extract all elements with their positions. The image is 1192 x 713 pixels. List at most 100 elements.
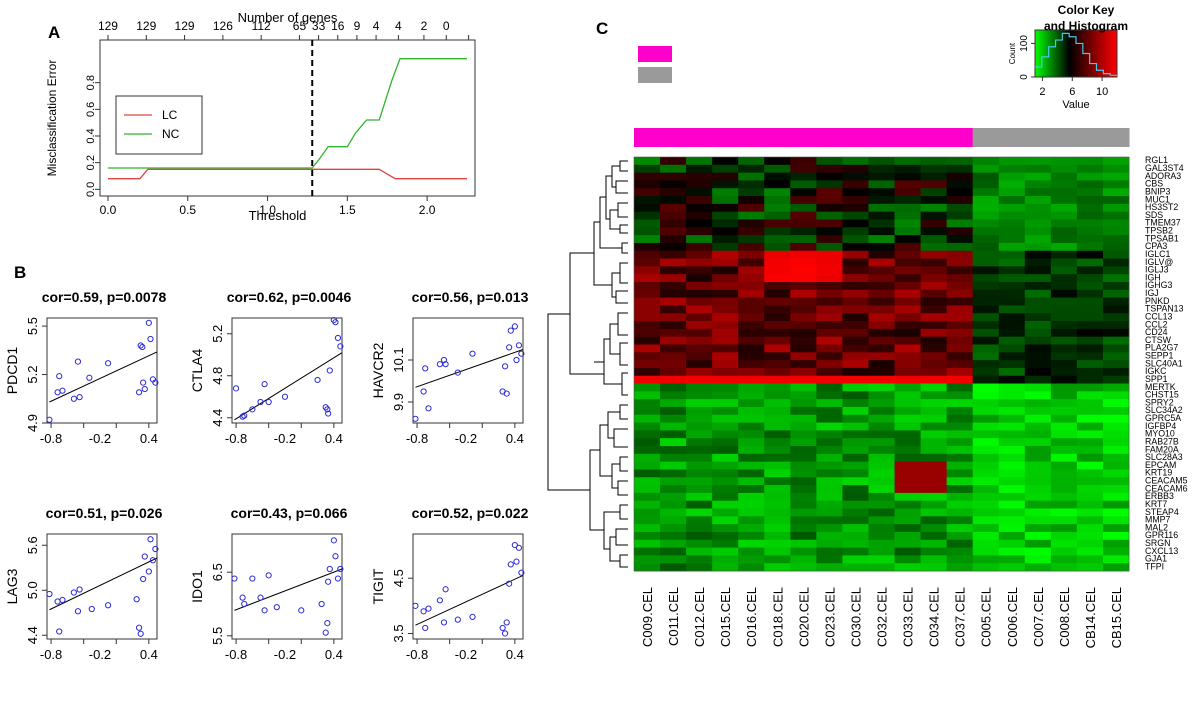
heatmap-cell bbox=[1050, 508, 1078, 517]
heatmap-cell bbox=[842, 157, 869, 166]
fit-line bbox=[49, 351, 158, 403]
heatmap-cell bbox=[1102, 188, 1130, 197]
data-point bbox=[152, 379, 159, 386]
group-bar-cell bbox=[790, 128, 817, 147]
heatmap-cell bbox=[660, 500, 687, 509]
heatmap-cell bbox=[1050, 438, 1078, 447]
heatmap-cell bbox=[1050, 274, 1078, 283]
group-bar-cell bbox=[816, 128, 843, 147]
data-point bbox=[325, 410, 332, 417]
x-tick-label: 0.4 bbox=[506, 431, 524, 446]
heatmap-cell bbox=[764, 203, 791, 213]
heatmap-cell bbox=[946, 531, 974, 541]
heatmap-cell bbox=[634, 289, 661, 299]
heatmap-cell bbox=[946, 227, 974, 236]
heatmap-cell bbox=[660, 211, 687, 220]
heatmap-cell bbox=[1076, 375, 1104, 384]
heatmap-cell bbox=[998, 344, 1026, 353]
heatmap-cell bbox=[842, 461, 869, 470]
heatmap-cell bbox=[1076, 563, 1104, 572]
heatmap-cell bbox=[972, 188, 1000, 197]
heatmap-cell bbox=[1102, 336, 1130, 345]
data-point bbox=[59, 387, 66, 394]
heatmap-cell bbox=[660, 461, 687, 470]
group-bar-cell bbox=[1024, 128, 1052, 147]
heatmap-cell bbox=[660, 180, 687, 189]
heatmap-cell bbox=[972, 211, 1000, 220]
heatmap-cell bbox=[1050, 485, 1078, 494]
heatmap-cell bbox=[972, 516, 1000, 525]
heatmap-cell bbox=[946, 157, 974, 166]
heatmap-cell bbox=[712, 274, 739, 283]
heatmap-cell bbox=[998, 336, 1026, 345]
heatmap-cell bbox=[764, 375, 791, 384]
heatmap-cell bbox=[842, 313, 869, 322]
heatmap-cell bbox=[1050, 344, 1078, 353]
heatmap-cell bbox=[946, 414, 974, 423]
scatter-ctla4: cor=0.62, p=0.0046 -0.8 -0.2 0.4 4.4 4.8 5.2 CT… bbox=[189, 289, 351, 446]
heatmap-cell bbox=[998, 227, 1026, 236]
heatmap-cell bbox=[972, 219, 1000, 228]
data-point bbox=[420, 388, 427, 395]
heatmap-cell bbox=[842, 508, 869, 517]
heatmap-cell bbox=[634, 492, 661, 502]
row-label: IGLV@ bbox=[1145, 257, 1173, 267]
heatmap-cell bbox=[998, 250, 1026, 259]
heatmap-cell bbox=[1102, 516, 1130, 525]
heatmap-cell bbox=[816, 203, 843, 213]
y-axis-title: PDCD1 bbox=[4, 347, 20, 395]
heatmap-cell bbox=[868, 524, 895, 533]
heatmap-cell bbox=[660, 360, 687, 369]
heatmap-cell bbox=[1024, 281, 1052, 291]
heatmap-cell bbox=[972, 446, 1000, 455]
heatmap-cell bbox=[946, 469, 974, 478]
heatmap-cell bbox=[998, 508, 1026, 517]
heatmap-cell bbox=[1050, 360, 1078, 369]
x-tick-label: -0.2 bbox=[274, 431, 296, 446]
row-label: CCL13 bbox=[1145, 311, 1172, 321]
heatmap-cell bbox=[920, 305, 948, 314]
heatmap-cell bbox=[712, 180, 739, 189]
heatmap-cell bbox=[712, 250, 739, 259]
heatmap-cell bbox=[686, 274, 713, 283]
heatmap-cell bbox=[790, 500, 817, 509]
y-tick-label: 0.4 bbox=[85, 128, 97, 143]
heatmap-cell bbox=[764, 180, 791, 189]
heatmap-cell bbox=[946, 547, 974, 556]
data-point bbox=[511, 323, 518, 330]
scatter-title: cor=0.43, p=0.066 bbox=[231, 505, 348, 521]
heatmap-cell bbox=[842, 531, 869, 541]
heatmap-cell bbox=[946, 321, 974, 330]
heatmap-cell bbox=[764, 438, 791, 447]
legend-label-nc: NC bbox=[162, 127, 180, 141]
data-point bbox=[70, 395, 77, 402]
heatmap-cell bbox=[686, 422, 713, 431]
data-point bbox=[257, 398, 264, 406]
heatmap-cell bbox=[816, 399, 843, 408]
row-label: GPRC5A bbox=[1145, 413, 1181, 423]
heatmap-cell bbox=[738, 547, 765, 556]
heatmap-cell bbox=[790, 164, 817, 174]
heatmap-cell bbox=[868, 430, 895, 439]
heatmap-cell bbox=[998, 524, 1026, 533]
heatmap-cell bbox=[816, 321, 843, 330]
heatmap-cell bbox=[946, 336, 974, 345]
data-point bbox=[232, 385, 240, 392]
heatmap-cell bbox=[920, 219, 948, 228]
heatmap-cell bbox=[894, 430, 921, 439]
data-point bbox=[507, 327, 514, 334]
heatmap-cell bbox=[946, 242, 974, 252]
data-point bbox=[322, 629, 329, 636]
heatmap-cell bbox=[920, 500, 948, 509]
scatter-pdcd1: cor=0.59, p=0.0078 -0.8 -0.2 0.4 4.9 5.2 5.5 PD… bbox=[4, 289, 166, 446]
heatmap-cell bbox=[1076, 266, 1104, 275]
heatmap-cell bbox=[1050, 219, 1078, 228]
heatmap-cell bbox=[634, 539, 661, 548]
heatmap-cell bbox=[764, 461, 791, 470]
heatmap-cell bbox=[946, 430, 974, 439]
data-point bbox=[56, 373, 63, 380]
heatmap-cell bbox=[998, 188, 1026, 197]
plot-frame bbox=[46, 533, 158, 640]
heatmap-cell bbox=[868, 188, 895, 197]
data-point bbox=[332, 553, 339, 560]
